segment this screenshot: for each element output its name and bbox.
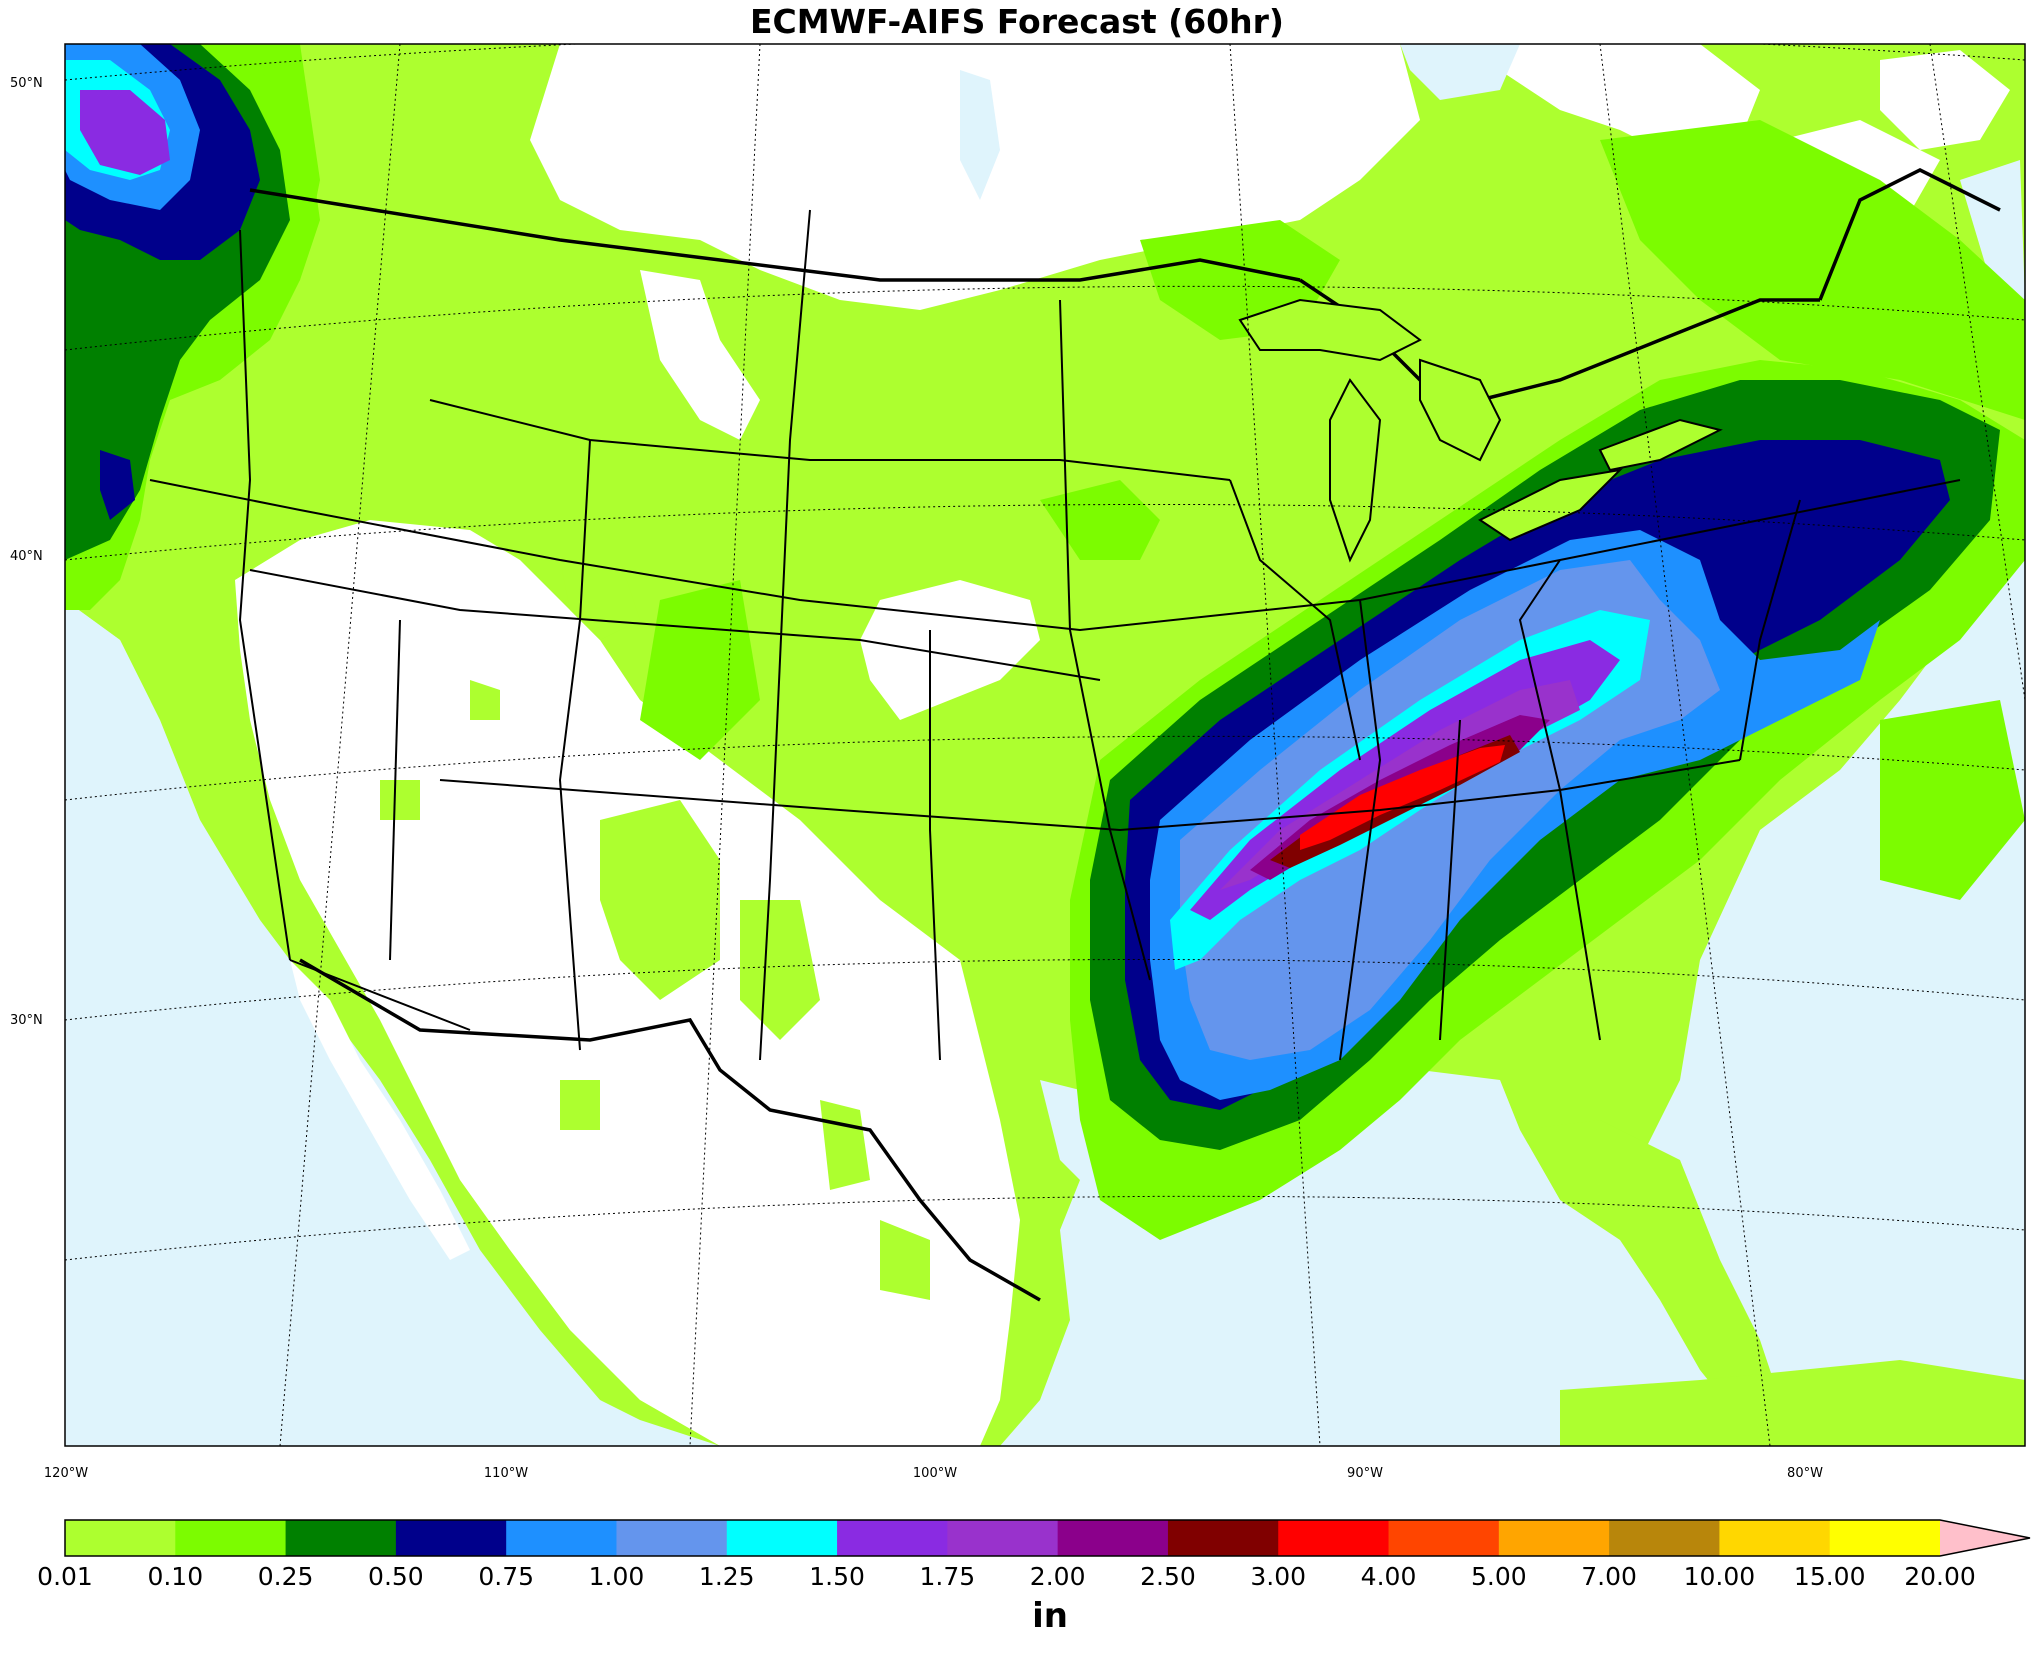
lon-label-100w: 100°W [912, 1466, 958, 1481]
lat-label-30: 30°N [10, 1013, 43, 1028]
colorbar-tick-label: 1.50 [809, 1562, 865, 1591]
colorbar-segment [1609, 1520, 1720, 1556]
colorbar-segment [285, 1520, 397, 1556]
colorbar-segment [1829, 1520, 1941, 1556]
colorbar-segment [726, 1520, 838, 1556]
gulf-of-california [65, 600, 640, 1446]
precip-max-northwest [80, 90, 170, 175]
lon-label-80w: 80°W [1787, 1466, 1823, 1481]
colorbar-tick-label: 5.00 [1470, 1562, 1527, 1591]
colorbar-segment [837, 1520, 948, 1556]
colorbar-tick-label: 2.00 [1029, 1562, 1086, 1591]
colorbar-tick-label: 2.50 [1140, 1562, 1196, 1591]
colorbar-segment [947, 1520, 1059, 1556]
colorbar-segment [1719, 1520, 1831, 1556]
colorbar-segment [1167, 1520, 1279, 1556]
colorbar-tick-label: 15.00 [1793, 1562, 1866, 1591]
colorbar-tick-label: 0.25 [257, 1562, 314, 1591]
colorbar-tick-label: 1.75 [919, 1562, 976, 1591]
political-boundaries [149, 168, 2001, 1302]
colorbar-segment [506, 1520, 617, 1556]
colorbar-tick-label: 4.00 [1360, 1562, 1417, 1591]
colorbar-segment [1498, 1520, 1610, 1556]
dry-southwest [235, 520, 1020, 1446]
lat-label-40: 40°N [10, 549, 43, 564]
colorbar-extend-arrow [1940, 1520, 2030, 1556]
colorbar-tick-label: 0.75 [478, 1562, 535, 1591]
lake-winnipeg [960, 70, 1000, 200]
precip-southeast-system [1070, 360, 2025, 1240]
land-florida [1520, 1120, 1780, 1420]
colorbar-segment [65, 1520, 176, 1556]
colorbar-tick-label: 0.10 [147, 1562, 204, 1591]
colorbar-tick-label: 10.00 [1683, 1562, 1756, 1591]
colorbar [64, 1519, 2031, 1557]
map-title: ECMWF-AIFS Forecast (60hr) [750, 2, 1284, 41]
precip-max-mid-south [1300, 745, 1505, 850]
graticule [65, 44, 2025, 1446]
lon-label-110w: 110°W [483, 1466, 529, 1481]
colorbar-unit: in [1032, 1596, 1068, 1636]
colorbar-segment [1057, 1520, 1169, 1556]
colorbar-segment [395, 1520, 507, 1556]
land-caribbean [1560, 1360, 2025, 1446]
colorbar-tick-label: 1.25 [698, 1562, 755, 1591]
colorbar-tick-label: 20.00 [1904, 1562, 1976, 1591]
colorbar-tick-label: 3.00 [1250, 1562, 1307, 1591]
colorbar-segment [1278, 1520, 1390, 1556]
dry-plains [860, 580, 1040, 720]
colorbar-tick-label: 1.00 [588, 1562, 645, 1591]
colorbar-segment [1388, 1520, 1500, 1556]
lon-label-120w: 120°W [43, 1466, 89, 1481]
colorbar-segment [616, 1520, 728, 1556]
lat-label-50: 50°N [10, 76, 43, 91]
baja-peninsula [290, 960, 470, 1260]
lon-label-90w: 90°W [1347, 1466, 1383, 1481]
colorbar-tick-label: 7.00 [1581, 1562, 1637, 1591]
colorbar-segment [175, 1520, 287, 1556]
colorbar-tick-label: 0.01 [37, 1562, 93, 1591]
great-lakes [1238, 298, 1723, 563]
colorbar-tick-label: 0.50 [368, 1562, 424, 1591]
precipitation-map [64, 43, 2026, 1447]
